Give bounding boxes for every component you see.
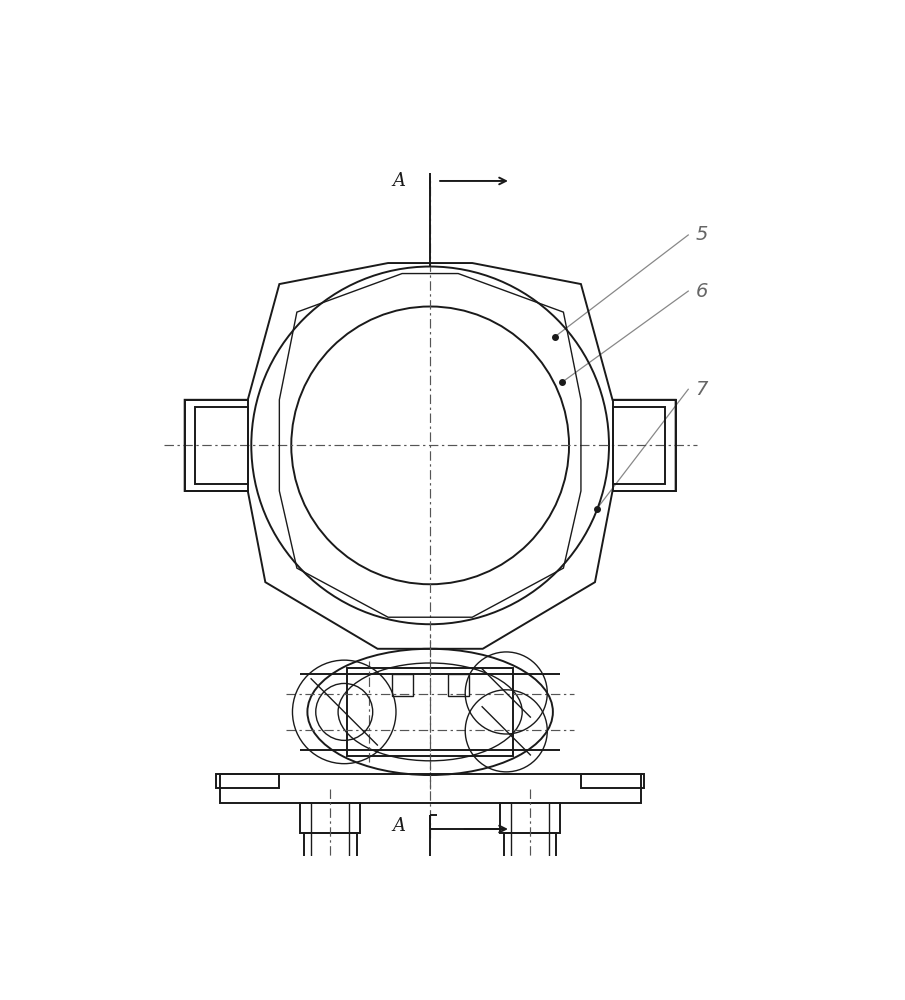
- Text: A: A: [392, 817, 405, 835]
- Text: 5: 5: [695, 225, 708, 244]
- Text: 6: 6: [695, 282, 708, 301]
- Text: 7: 7: [695, 380, 708, 399]
- Text: A: A: [392, 172, 405, 190]
